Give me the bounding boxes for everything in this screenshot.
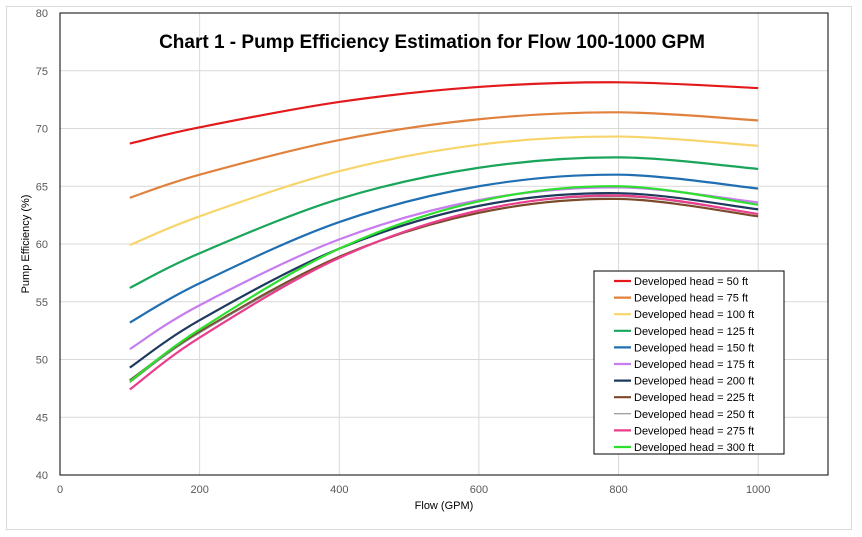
plot-area	[59, 12, 829, 476]
series-line	[129, 185, 759, 383]
series-line	[129, 173, 759, 324]
x-tick-label: 600	[470, 484, 488, 496]
chart-frame	[6, 6, 852, 530]
legend-entry: Developed head = 250 ft	[634, 409, 754, 421]
y-tick-label: 65	[36, 181, 48, 193]
legend-entry: Developed head = 100 ft	[634, 309, 754, 321]
legend-entry: Developed head = 150 ft	[634, 342, 754, 354]
legend-entry: Developed head = 300 ft	[634, 442, 754, 454]
series-line	[129, 111, 759, 199]
series-line	[129, 192, 759, 369]
series-line	[129, 156, 759, 289]
y-tick-label: 80	[36, 8, 48, 20]
y-tick-label: 60	[36, 239, 48, 251]
x-tick-label: 400	[330, 484, 348, 496]
y-tick-label: 40	[36, 470, 48, 482]
legend-entry: Developed head = 275 ft	[634, 425, 754, 437]
legend-entry: Developed head = 75 ft	[634, 293, 748, 305]
y-axis-label: Pump Efficiency (%)	[20, 195, 32, 294]
y-tick-label: 75	[36, 66, 48, 78]
chart-title: Chart 1 - Pump Efficiency Estimation for…	[159, 32, 705, 53]
x-tick-label: 800	[609, 484, 627, 496]
legend-entry: Developed head = 125 ft	[634, 326, 754, 338]
y-tick-label: 45	[36, 412, 48, 424]
x-tick-label: 0	[57, 484, 63, 496]
legend-entry: Developed head = 50 ft	[634, 276, 748, 288]
x-tick-label: 200	[190, 484, 208, 496]
legend-box	[593, 270, 785, 455]
legend-entry: Developed head = 225 ft	[634, 392, 754, 404]
x-axis-ticks: 0 200 400 600 800 1000	[57, 484, 770, 496]
series-line	[129, 81, 759, 145]
series-lines	[129, 81, 759, 391]
y-axis-ticks: 40 45 50 55 60 65 70 75 80	[36, 8, 48, 482]
legend: Developed head = 50 ft Developed head = 7…	[593, 270, 785, 455]
y-tick-label: 55	[36, 297, 48, 309]
legend-entry: Developed head = 200 ft	[634, 376, 754, 388]
series-line	[129, 194, 759, 391]
y-tick-label: 70	[36, 124, 48, 136]
y-tick-label: 50	[36, 355, 48, 367]
series-line	[129, 135, 759, 247]
x-tick-label: 1000	[746, 484, 770, 496]
x-axis-label: Flow (GPM)	[415, 500, 474, 512]
legend-entry: Developed head = 175 ft	[634, 359, 754, 371]
